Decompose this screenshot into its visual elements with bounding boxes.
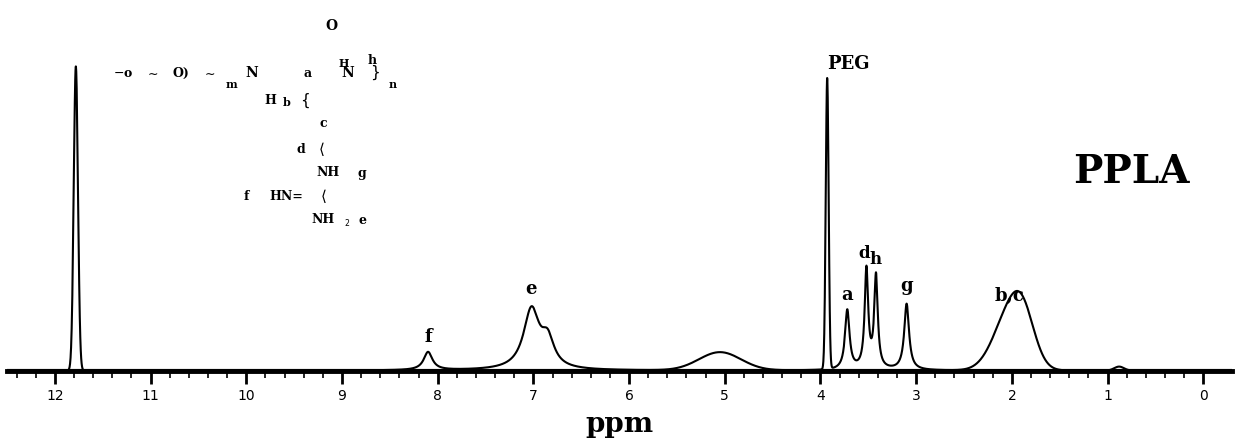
Text: PEG: PEG: [828, 55, 870, 73]
Text: N: N: [245, 66, 259, 80]
Text: g: g: [358, 168, 367, 181]
Text: $\sim$: $\sim$: [145, 67, 159, 80]
Text: h: h: [869, 251, 881, 268]
Text: f: f: [243, 190, 249, 202]
Text: a: a: [304, 67, 311, 80]
Text: g: g: [901, 276, 913, 295]
Text: NH: NH: [311, 213, 335, 226]
X-axis label: ppm: ppm: [586, 411, 653, 438]
Text: $-$o: $-$o: [113, 67, 134, 80]
Text: d: d: [859, 245, 870, 262]
Text: O): O): [172, 67, 190, 80]
Text: e: e: [358, 214, 367, 227]
Text: HN=: HN=: [269, 190, 304, 202]
Text: $\langle$: $\langle$: [318, 140, 325, 158]
Text: $\langle$: $\langle$: [320, 187, 326, 205]
Text: b: b: [282, 97, 290, 108]
Text: h: h: [368, 54, 377, 67]
Text: $\}$: $\}$: [369, 64, 379, 82]
Text: NH: NH: [316, 166, 339, 179]
Text: N: N: [341, 66, 354, 80]
Text: f: f: [424, 328, 432, 346]
Text: n: n: [389, 79, 396, 90]
Text: e: e: [525, 280, 538, 298]
Text: b,c: b,c: [995, 286, 1025, 305]
Text: H: H: [264, 94, 276, 107]
Text: $_2$: $_2$: [344, 217, 351, 230]
Text: $\sim$: $\sim$: [202, 67, 216, 80]
Text: a: a: [841, 286, 854, 305]
Text: O: O: [326, 19, 338, 34]
Text: PPLA: PPLA: [1073, 153, 1189, 191]
Text: $\{$: $\{$: [300, 91, 310, 110]
Text: d: d: [296, 143, 305, 156]
Text: m: m: [225, 79, 237, 90]
Text: c: c: [320, 117, 327, 130]
Text: H: H: [338, 58, 349, 69]
